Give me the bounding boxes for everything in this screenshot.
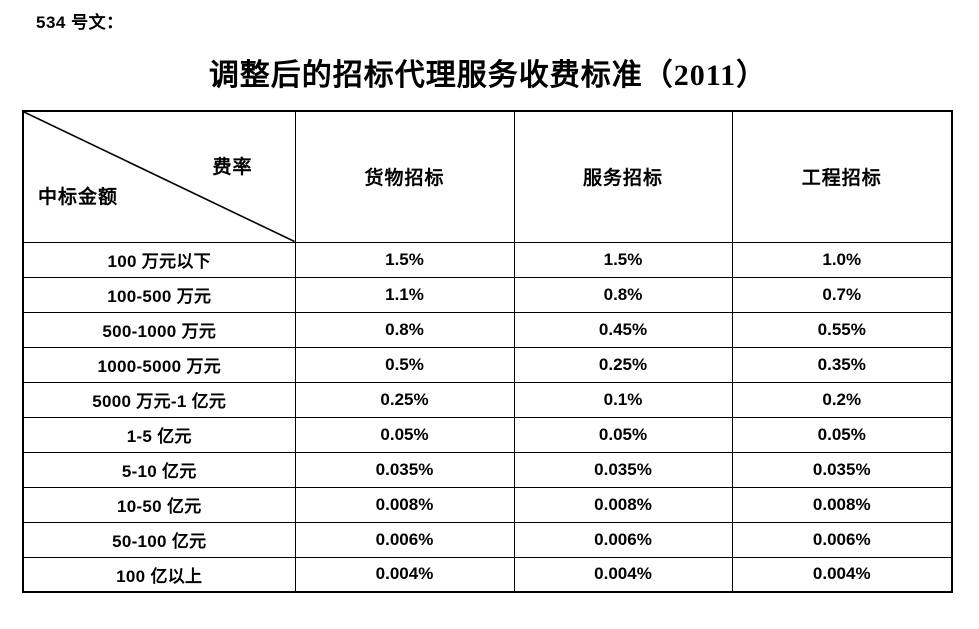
rate-cell: 0.1% — [513, 381, 733, 418]
rate-cell: 0.008% — [513, 486, 733, 523]
rate-cell: 0.35% — [731, 346, 953, 383]
table-row: 1000-5000 万元 0.5% 0.25% 0.35% — [22, 346, 953, 383]
rate-cell: 1.1% — [294, 276, 515, 313]
page-title: 调整后的招标代理服务收费标准（2011） — [208, 59, 768, 92]
rate-cell: 0.25% — [294, 381, 515, 418]
row-label-cell: 5000 万元-1 亿元 — [22, 381, 296, 418]
rate-cell: 0.035% — [731, 451, 953, 488]
rate-cell: 0.008% — [731, 486, 953, 523]
table-row: 5000 万元-1 亿元 0.25% 0.1% 0.2% — [22, 381, 953, 418]
diagonal-line — [24, 112, 295, 242]
rate-cell: 0.006% — [513, 521, 733, 558]
rate-cell: 0.25% — [513, 346, 733, 383]
rate-cell: 0.2% — [731, 381, 953, 418]
rate-cell: 0.55% — [731, 311, 953, 348]
row-label-cell: 100 亿以上 — [22, 556, 296, 593]
row-label-cell: 1000-5000 万元 — [22, 346, 296, 383]
rate-cell: 1.5% — [294, 241, 515, 278]
row-label-cell: 1-5 亿元 — [22, 416, 296, 453]
rate-cell: 0.006% — [294, 521, 515, 558]
rate-cell: 1.5% — [513, 241, 733, 278]
table-row: 100-500 万元 1.1% 0.8% 0.7% — [22, 276, 953, 313]
column-header-services: 服务招标 — [513, 110, 733, 243]
row-label-cell: 5-10 亿元 — [22, 451, 296, 488]
rate-cell: 0.8% — [513, 276, 733, 313]
rate-cell: 0.05% — [731, 416, 953, 453]
column-header-goods: 货物招标 — [294, 110, 515, 243]
fee-rate-table: 费率 中标金额 货物招标 服务招标 工程招标 100 万元以下 1.5% 1.5… — [22, 110, 953, 593]
table-row: 5-10 亿元 0.035% 0.035% 0.035% — [22, 451, 953, 488]
corner-label-bid-amount: 中标金额 — [38, 187, 119, 208]
table-header-row: 费率 中标金额 货物招标 服务招标 工程招标 — [22, 110, 953, 243]
row-label-cell: 100-500 万元 — [22, 276, 296, 313]
table-row: 10-50 亿元 0.008% 0.008% 0.008% — [22, 486, 953, 523]
table-row: 100 亿以上 0.004% 0.004% 0.004% — [22, 556, 953, 593]
rate-cell: 0.7% — [731, 276, 953, 313]
table-row: 1-5 亿元 0.05% 0.05% 0.05% — [22, 416, 953, 453]
row-label-cell: 500-1000 万元 — [22, 311, 296, 348]
rate-cell: 0.004% — [294, 556, 515, 593]
rate-cell: 0.05% — [294, 416, 515, 453]
rate-cell: 0.035% — [294, 451, 515, 488]
row-label-cell: 100 万元以下 — [22, 241, 296, 278]
rate-cell: 0.05% — [513, 416, 733, 453]
corner-label-fee-rate: 费率 — [212, 157, 253, 178]
rate-cell: 0.035% — [513, 451, 733, 488]
rate-cell: 0.006% — [731, 521, 953, 558]
rate-cell: 1.0% — [731, 241, 953, 278]
doc-number-label: 534 号文： — [36, 13, 124, 32]
rate-cell: 0.004% — [513, 556, 733, 593]
row-label-cell: 50-100 亿元 — [22, 521, 296, 558]
diagonal-corner-cell: 费率 中标金额 — [22, 110, 296, 243]
table-row: 50-100 亿元 0.006% 0.006% 0.006% — [22, 521, 953, 558]
row-label-cell: 10-50 亿元 — [22, 486, 296, 523]
rate-cell: 0.008% — [294, 486, 515, 523]
rate-cell: 0.8% — [294, 311, 515, 348]
table-row: 100 万元以下 1.5% 1.5% 1.0% — [22, 241, 953, 278]
rate-cell: 0.45% — [513, 311, 733, 348]
rate-cell: 0.5% — [294, 346, 515, 383]
column-header-engineering: 工程招标 — [731, 110, 953, 243]
table-row: 500-1000 万元 0.8% 0.45% 0.55% — [22, 311, 953, 348]
rate-cell: 0.004% — [731, 556, 953, 593]
